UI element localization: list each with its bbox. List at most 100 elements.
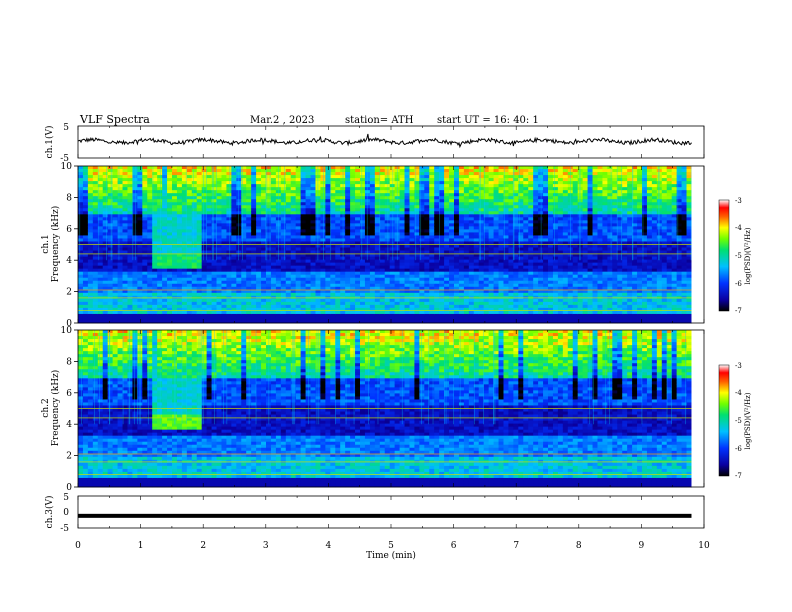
spectrogram-cell [404, 229, 410, 233]
spectrogram-cell [483, 250, 490, 254]
spectrogram-cell [256, 211, 262, 215]
spectrogram-cell [251, 217, 257, 221]
spectrogram-cell [379, 202, 386, 206]
spectrogram-cell [478, 190, 485, 194]
spectrogram-cell [97, 265, 104, 270]
spectrogram-cell [523, 289, 529, 294]
spectrogram-cell [424, 232, 430, 236]
spectrogram-cell [449, 214, 455, 218]
spectrogram-cell [310, 277, 316, 282]
spectrogram-cell [389, 199, 396, 203]
spectrogram-cell [414, 241, 420, 245]
spectrogram-cell [379, 190, 386, 194]
spectrogram-cell [112, 202, 118, 206]
spectrogram-cell [350, 286, 356, 291]
spectrogram-cell [102, 175, 109, 179]
spectrogram-cell [350, 211, 356, 215]
spectrogram-cell [449, 196, 455, 200]
spectrogram-cell [335, 178, 341, 182]
spectrogram-cell [176, 196, 183, 200]
spectrogram-cell [221, 310, 227, 315]
spectrogram-cell [439, 283, 445, 288]
spectrogram-cell [533, 316, 539, 321]
spectrogram-cell [538, 202, 544, 206]
spectrogram-cell [360, 193, 366, 197]
spectrogram-cell [429, 304, 435, 309]
spectrogram-cell [191, 232, 198, 236]
spectrogram-cell [176, 202, 183, 206]
spectrogram-cell [107, 202, 114, 206]
spectrogram-cell [241, 250, 247, 254]
spectrogram-cell [176, 172, 183, 176]
spectrogram-cell [206, 268, 212, 273]
spectrogram-cell [508, 292, 514, 297]
spectrogram-cell [513, 187, 519, 191]
spectrogram-cell [162, 253, 168, 257]
spectrogram-cell [216, 238, 222, 242]
spectrogram-cell [97, 316, 104, 321]
spectrogram-cell [330, 187, 336, 191]
spectrogram-cell [147, 178, 153, 182]
spectrogram-cell [454, 199, 460, 203]
spectrogram-cell [122, 313, 128, 318]
spectrogram-cell [434, 283, 440, 288]
spectrogram-cell [424, 235, 430, 239]
spectrogram-cell [201, 271, 208, 276]
spectrogram-cell [107, 319, 114, 324]
spectrogram-cell [196, 184, 203, 188]
spectrogram-cell [112, 271, 118, 276]
spectrogram-cell [147, 265, 153, 270]
spectrogram-cell [389, 265, 396, 270]
spectrogram-cell [434, 277, 440, 282]
spectrogram-cell [305, 265, 311, 270]
spectrogram-cell [310, 229, 316, 233]
spectrogram-cell [429, 265, 435, 270]
spectrogram-cell [320, 298, 326, 303]
spectrogram-cell [345, 199, 351, 203]
spectrogram-cell [112, 169, 118, 173]
spectrogram-cell [399, 190, 405, 194]
spectrogram-cell [364, 313, 371, 318]
spectrogram-cell [419, 244, 425, 248]
spectrogram-cell [434, 196, 440, 200]
spectrogram-cell [488, 187, 494, 191]
spectrogram-cell [335, 250, 341, 254]
spectrogram-cell [231, 238, 237, 242]
spectrogram-cell [439, 238, 445, 242]
spectrogram-cell [528, 319, 534, 324]
spectrogram-cell [369, 193, 376, 197]
spectrogram-cell [498, 166, 504, 170]
spectrogram-cell [251, 238, 257, 242]
spectrogram-cell [290, 316, 297, 321]
spectrogram-cell [364, 283, 371, 288]
spectrogram-cell [137, 286, 143, 291]
spectrogram-cell [463, 268, 470, 273]
spectrogram-cell [434, 241, 440, 245]
spectrogram-cell [226, 298, 232, 303]
spectrogram-cell [350, 187, 356, 191]
spectrogram-cell [335, 184, 341, 188]
spectrogram-cell [300, 298, 306, 303]
spectrogram-cell [191, 166, 198, 170]
spectrogram-cell [122, 247, 128, 251]
spectrogram-cell [206, 280, 212, 285]
spectrogram-cell [122, 277, 128, 282]
spectrogram-cell [152, 256, 158, 260]
spectrogram-cell [162, 292, 168, 297]
spectrogram-cell [87, 220, 94, 224]
spectrogram-cell [107, 169, 114, 173]
spectrogram-cell [454, 217, 460, 221]
spectrogram-cell [434, 256, 440, 260]
spectrogram-cell [82, 307, 89, 312]
spectrogram-cell [186, 205, 193, 209]
spectrogram-cell [379, 298, 386, 303]
spectrogram-cell [414, 265, 420, 270]
spectrogram-cell [300, 199, 306, 203]
spectrogram-cell [345, 169, 351, 173]
spectrogram-cell [330, 199, 336, 203]
spectrogram-cell [498, 259, 504, 264]
spectrogram-cell [503, 208, 509, 212]
spectrogram-cell [434, 223, 440, 227]
spectrogram-cell [458, 211, 465, 215]
spectrogram-cell [87, 316, 94, 321]
